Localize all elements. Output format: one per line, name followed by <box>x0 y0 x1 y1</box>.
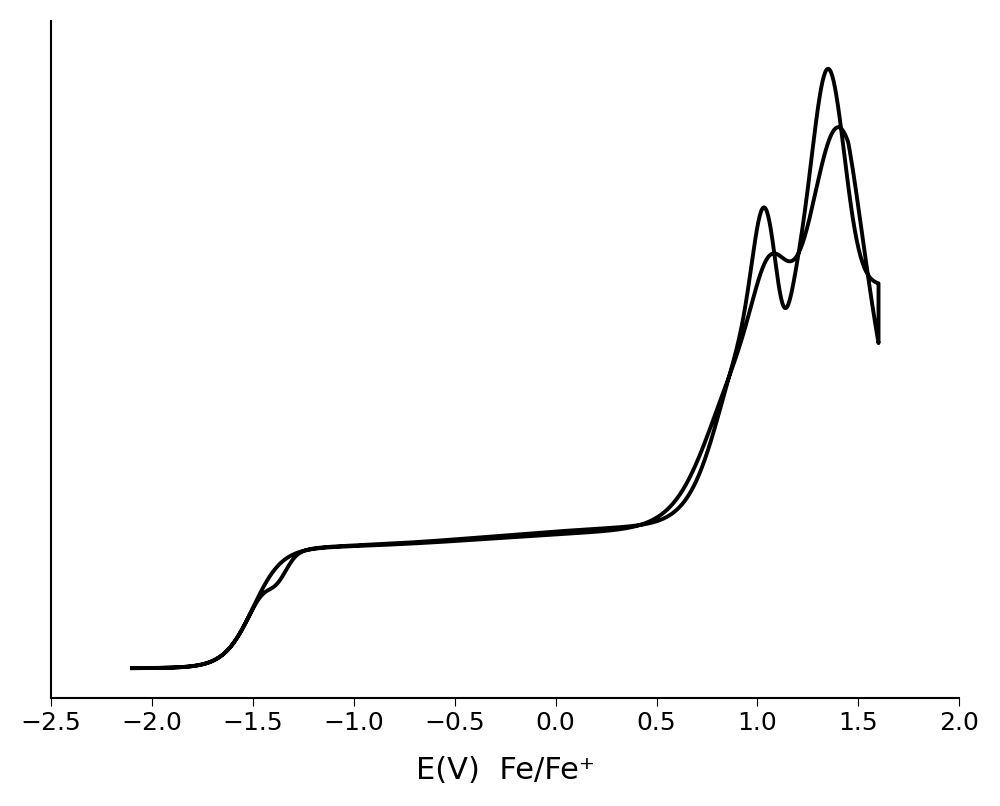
X-axis label: E(V)  Fe/Fe⁺: E(V) Fe/Fe⁺ <box>416 756 595 785</box>
